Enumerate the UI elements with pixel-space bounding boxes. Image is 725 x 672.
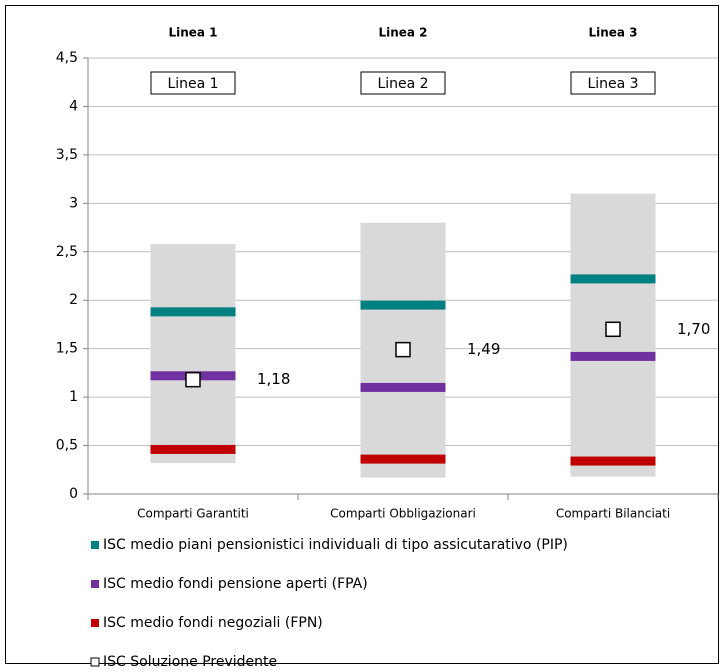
marker [185,371,201,388]
box-label: Linea 3 [587,76,638,92]
level-bar [570,274,656,284]
marker [605,321,621,338]
legend-label: ISC medio piani pensionistici individual… [103,537,568,553]
box-label: Linea 1 [167,76,218,92]
level-bar [150,444,236,454]
x-tick-label: Comparti Obbligazionari [330,507,476,521]
y-tick-label: 0 [69,486,78,502]
y-tick-label: 1 [69,389,78,405]
level-bar [150,307,236,317]
level-bar [360,382,446,392]
range-bar [150,244,236,463]
marker [395,341,411,358]
legend-swatch [91,541,99,549]
level-bar [570,456,656,466]
legend-swatch [90,657,100,667]
level-bar [360,454,446,464]
y-tick-label: 3 [69,195,78,211]
legend-label: ISC medio fondi negoziali (FPN) [103,615,323,631]
level-bar [570,351,656,361]
box-label: Linea 2 [377,76,428,92]
x-tick-label: Comparti Garantiti [137,507,249,521]
label-box [570,71,656,95]
legend-swatch [91,580,99,588]
legend-swatch [91,619,99,627]
y-tick-label: 4,5 [56,50,78,66]
top-label: Linea 1 [168,26,217,40]
x-tick-label: Comparti Bilanciati [556,507,670,521]
y-tick-label: 0,5 [56,438,78,454]
value-label: 1,18 [257,370,290,388]
y-tick-label: 2,5 [56,244,78,260]
y-tick-label: 1,5 [56,341,78,357]
value-label: 1,49 [467,340,500,358]
legend-label: ISC Soluzione Previdente [103,654,277,668]
top-label: Linea 3 [588,26,637,40]
value-label: 1,70 [677,320,710,338]
top-label: Linea 2 [378,26,427,40]
legend-label: ISC medio fondi pensione aperti (FPA) [103,576,368,592]
y-tick-label: 3,5 [56,147,78,163]
level-bar [360,300,446,310]
y-tick-label: 4 [69,98,78,114]
label-box [150,71,236,95]
y-tick-label: 2 [69,292,78,308]
label-box [360,71,446,95]
